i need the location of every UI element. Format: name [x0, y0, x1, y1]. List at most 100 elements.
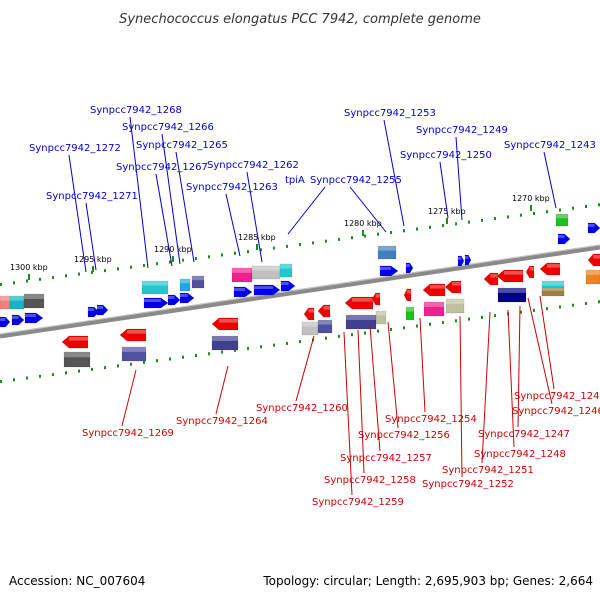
- scale-dot: [0, 283, 2, 286]
- scale-dot: [78, 272, 80, 276]
- feature-box-shine: [378, 246, 396, 251]
- scale-dot: [52, 276, 54, 280]
- leader-line-bottom: [369, 325, 381, 452]
- cds-reverse-arrow-shine: [452, 282, 461, 286]
- scale-dot: [247, 250, 249, 254]
- scale-major-tick: [92, 266, 94, 272]
- feature-box-fill: [317, 319, 333, 334]
- scale-dot: [481, 218, 483, 222]
- gene-label-top: Synpcc7942_1249: [416, 125, 508, 136]
- feature-box: [191, 275, 205, 289]
- feature-box: [345, 314, 377, 330]
- leader-line-top: [455, 136, 463, 221]
- leader-line-bottom: [387, 321, 399, 429]
- feature-box-fill: [541, 287, 565, 297]
- gene-label-top: Synpcc7942_1262: [207, 160, 299, 171]
- feature-box: [211, 335, 239, 351]
- feature-box-shine: [142, 281, 168, 286]
- scale-dot: [13, 281, 15, 285]
- cds-forward-arrow-shape: [464, 254, 472, 266]
- scale-dot: [559, 208, 561, 212]
- feature-box-shine: [64, 352, 90, 358]
- leader-line-top: [246, 171, 263, 263]
- feature-box-fill: [445, 298, 465, 314]
- cds-reverse-arrow: [422, 283, 446, 297]
- cds-reverse-arrow-shape: [317, 304, 331, 318]
- leader-line-top: [439, 161, 449, 219]
- gene-label-bottom: Synpcc7942_1260: [256, 403, 348, 414]
- feature-box: [279, 263, 293, 278]
- gene-label-top: Synpcc7942_1272: [29, 143, 121, 154]
- cds-forward-arrow: [280, 280, 296, 292]
- scale-dot: [286, 244, 288, 248]
- scale-dot: [507, 215, 509, 219]
- cds-reverse-arrow: [211, 317, 239, 331]
- leader-line-bottom: [527, 297, 553, 405]
- leader-line-bottom: [539, 295, 555, 390]
- gene-label-bottom: Synpcc7942_1254: [385, 414, 477, 425]
- cds-reverse-arrow: [61, 335, 89, 349]
- scale-dot: [234, 251, 236, 255]
- scale-tick-label: 1285 kbp: [238, 233, 276, 242]
- scale-dot: [143, 360, 145, 364]
- cds-reverse-arrow-shine: [375, 294, 380, 298]
- cds-forward-arrow-shape: [24, 312, 44, 324]
- scale-dot: [260, 248, 262, 252]
- leader-line-bottom: [517, 305, 521, 428]
- cds-forward-arrow-shape: [557, 233, 571, 245]
- scale-dot: [273, 246, 275, 250]
- scale-major-tick: [362, 230, 364, 236]
- feature-box: [377, 245, 397, 260]
- scale-dot: [377, 329, 379, 333]
- cds-reverse-arrow: [344, 296, 374, 310]
- leader-line-top: [543, 151, 557, 209]
- cds-reverse-arrow-shape: [422, 283, 446, 297]
- gene-label-bottom: Synpcc7942_1247: [478, 429, 570, 440]
- gene-label-top: Synpcc7942_1268: [90, 105, 182, 116]
- gene-label-top: Synpcc7942_1263: [186, 182, 278, 193]
- feature-box: [423, 301, 445, 317]
- cds-forward-arrow: [11, 314, 25, 326]
- scale-dot: [598, 300, 600, 304]
- scale-tick-label: 1300 kbp: [10, 263, 48, 272]
- cds-reverse-arrow: [587, 253, 600, 267]
- scale-dot: [260, 345, 262, 349]
- scale-dot: [325, 239, 327, 243]
- cds-reverse-arrow: [303, 307, 315, 321]
- gene-label-bottom: Synpcc7942_1258: [324, 475, 416, 486]
- gene-label-bottom: Synpcc7942_1251: [442, 465, 534, 476]
- scale-major-tick: [28, 274, 30, 280]
- leader-line-top: [85, 202, 97, 271]
- leader-line-bottom: [507, 309, 515, 448]
- cds-reverse-arrow-shine: [547, 264, 560, 268]
- cds-forward-arrow-shape: [179, 292, 195, 304]
- gene-label-top: Synpcc7942_1253: [344, 108, 436, 119]
- feature-box: [301, 321, 319, 336]
- feature-box: [375, 310, 387, 325]
- cds-forward-arrow-shine: [588, 224, 595, 227]
- leader-line-top: [349, 186, 387, 233]
- gene-label-top: Synpcc7942_1265: [136, 140, 228, 151]
- scale-dot: [143, 263, 145, 267]
- gene-label-bottom: Synpcc7942_1269: [82, 428, 174, 439]
- backbone-line: [0, 244, 600, 339]
- scale-dot: [585, 205, 587, 208]
- cds-reverse-arrow-shape: [344, 296, 374, 310]
- feature-box-fill: [63, 351, 91, 368]
- cds-forward-arrow-shine: [144, 299, 161, 302]
- scale-dot: [65, 274, 67, 278]
- cds-reverse-arrow-shine: [323, 306, 330, 310]
- cds-forward-arrow-shine: [254, 286, 273, 289]
- scale-dot: [351, 333, 353, 337]
- feature-box-shine: [192, 276, 204, 281]
- scale-dot: [533, 308, 535, 312]
- cds-reverse-arrow: [539, 262, 561, 276]
- cds-forward-arrow-shape: [96, 304, 109, 316]
- scale-dot: [104, 366, 106, 370]
- cds-reverse-arrow: [444, 280, 462, 294]
- cds-reverse-arrow-shape: [119, 328, 147, 342]
- feature-box-fill: [211, 335, 239, 351]
- gene-label-bottom: Synpcc7942_1245: [514, 391, 600, 402]
- scale-dot: [533, 211, 535, 215]
